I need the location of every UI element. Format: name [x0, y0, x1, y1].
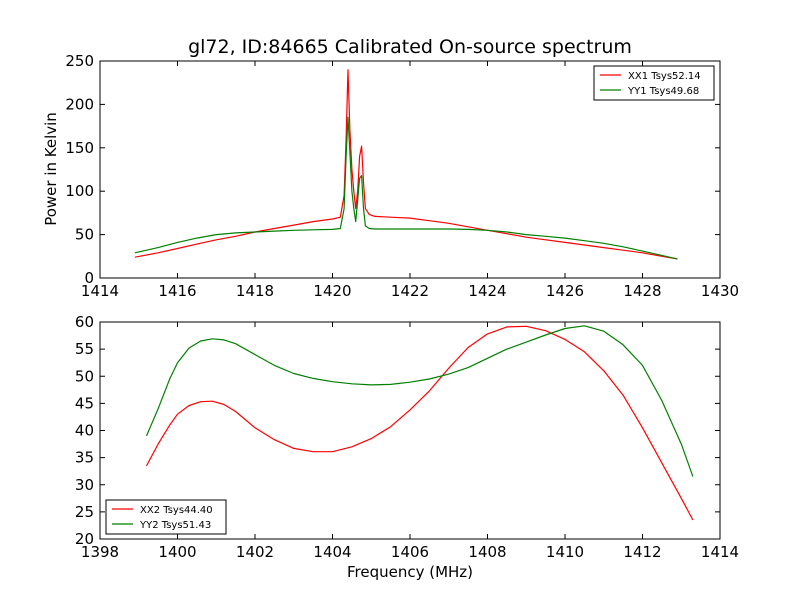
bottom-panel: 1398 1400 1402 1404 1406 1408 1410 1412 1414 20 25…: [75, 313, 739, 581]
top-y-tick-label: 150: [65, 139, 94, 157]
bottom-x-tick-label: 1400: [158, 543, 196, 561]
top-x-tick-label: 1424: [468, 282, 506, 300]
bottom-y-tick-label: 55: [75, 340, 94, 358]
bottom-x-tick-label: 1406: [391, 543, 429, 561]
top-x-tick-label: 1418: [236, 282, 274, 300]
bottom-ticks-group: 1398 1400 1402 1404 1406 1408 1410 1412 1414 20 25…: [75, 313, 739, 561]
top-y-tick-label: 0: [84, 269, 94, 287]
top-y-tick-label: 200: [65, 95, 94, 113]
chart-title: gl72, ID:84665 Calibrated On-source spec…: [188, 36, 632, 58]
bottom-y-tick-label: 45: [75, 394, 94, 412]
bottom-y-tick-label: 50: [75, 367, 94, 385]
bottom-y-tick-label: 60: [75, 313, 94, 331]
bottom-x-tick-label: 1398: [81, 543, 119, 561]
bottom-legend-label-1: XX2 Tsys44.40: [140, 505, 213, 516]
bottom-x-tick-label: 1404: [313, 543, 351, 561]
bottom-x-tick-label: 1410: [546, 543, 584, 561]
bottom-series-line-1: [145, 325, 694, 521]
top-x-tick-label: 1420: [313, 282, 351, 300]
bottom-y-tick-label: 25: [75, 503, 94, 521]
top-x-tick-label: 1430: [701, 282, 739, 300]
top-panel: 1414 1416 1418 1420 1422 1424 1426 1428 1430 0 50 1…: [42, 52, 739, 300]
top-x-tick-label: 1428: [623, 282, 661, 300]
top-x-tick-label: 1414: [81, 282, 119, 300]
bottom-y-tick-label: 20: [75, 530, 94, 548]
top-ticks-group: 1414 1416 1418 1420 1422 1424 1426 1428 1430 0 50 1…: [65, 52, 739, 300]
top-series-line-1: [134, 69, 678, 260]
top-series-line-2: [134, 116, 678, 260]
top-x-tick-label: 1422: [391, 282, 429, 300]
bottom-y-tick-label: 40: [75, 422, 94, 440]
top-x-tick-label: 1416: [158, 282, 196, 300]
top-y-tick-label: 50: [75, 226, 94, 244]
top-legend-label-2: YY1 Tsys49.68: [627, 86, 699, 97]
bottom-x-tick-label: 1414: [701, 543, 739, 561]
bottom-x-tick-label: 1408: [468, 543, 506, 561]
bottom-legend-box: [105, 499, 227, 535]
top-legend-box: [593, 65, 715, 101]
top-y-axis-label: Power in Kelvin: [42, 112, 60, 226]
top-series-group: [134, 69, 678, 260]
bottom-x-tick-label: 1412: [623, 543, 661, 561]
bottom-series-line-2: [145, 325, 694, 477]
bottom-x-axis-label: Frequency (MHz): [347, 563, 473, 581]
bottom-x-tick-label: 1402: [236, 543, 274, 561]
top-legend-label-1: XX1 Tsys52.14: [628, 71, 701, 82]
top-x-tick-label: 1426: [546, 282, 584, 300]
bottom-series-group: [145, 325, 694, 521]
top-y-tick-label: 250: [65, 52, 94, 70]
bottom-y-tick-label: 30: [75, 476, 94, 494]
bottom-legend-label-2: YY2 Tsys51.43: [139, 520, 211, 531]
bottom-y-tick-label: 35: [75, 449, 94, 467]
top-y-tick-label: 100: [65, 182, 94, 200]
top-legend: XX1 Tsys52.14 YY1 Tsys49.68: [593, 65, 715, 101]
bottom-legend: XX2 Tsys44.40 YY2 Tsys51.43: [105, 499, 227, 535]
